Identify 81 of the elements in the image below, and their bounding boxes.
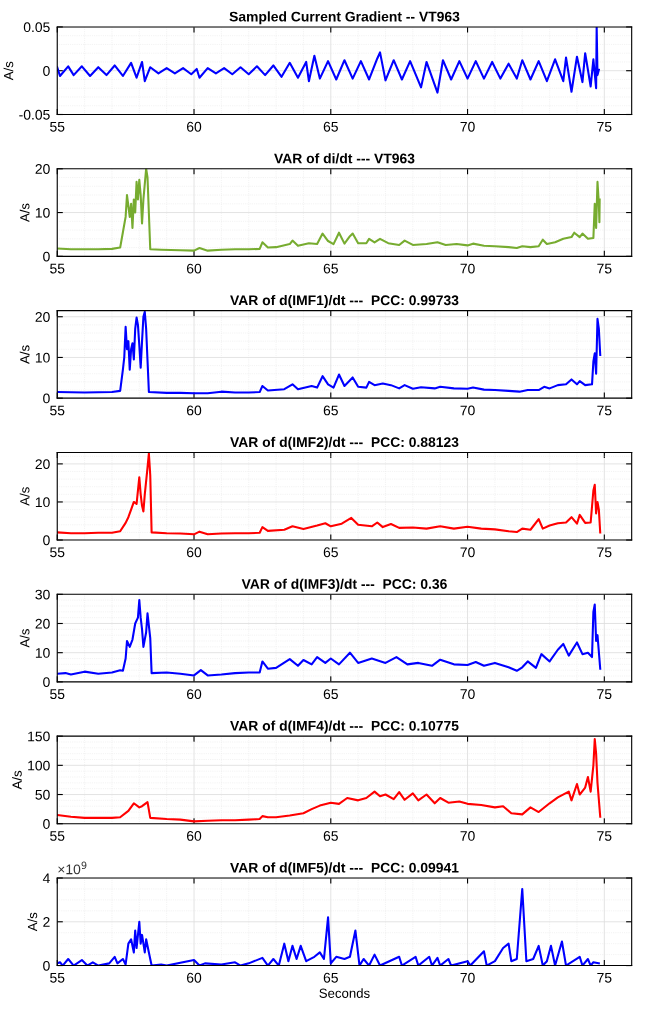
x-tick-label: 60 (187, 263, 202, 274)
line-series (57, 887, 600, 966)
x-tick-label: 70 (460, 547, 475, 558)
x-tick-label: 65 (323, 831, 338, 841)
x-tick-label: 55 (50, 121, 65, 132)
x-tick-label: 65 (323, 689, 338, 700)
chart-title: VAR of d(IMF5)/dt --- PCC: 0.09941 (230, 862, 459, 876)
y-tick-label: 10 (35, 648, 50, 658)
y-tick-label: 150 (28, 731, 50, 742)
x-tick-label: 75 (597, 547, 612, 558)
y-tick-label: 10 (35, 352, 50, 363)
y-tick-label: 30 (35, 589, 50, 600)
line-series (57, 452, 602, 536)
y-tick-label: 10 (35, 497, 50, 508)
y-tick-label: 20 (35, 164, 50, 174)
x-tick-label: 55 (50, 973, 65, 983)
x-tick-label: 65 (323, 263, 338, 274)
y-tick-label: 0 (43, 960, 50, 971)
x-tick-label: 55 (50, 405, 65, 416)
x-tick-label: 65 (323, 121, 338, 132)
x-tick-label: 70 (460, 405, 475, 416)
y-axis-title: A/s (19, 203, 30, 223)
y-tick-label: 10 (35, 207, 50, 218)
y-tick-label: 0 (43, 535, 50, 546)
x-tick-label: 75 (597, 263, 612, 274)
y-axis-title: A/s (19, 487, 30, 506)
x-tick-label: 60 (187, 121, 202, 132)
y-tick-label: 50 (35, 789, 50, 800)
y-tick-label: 0 (43, 251, 50, 262)
x-tick-label: 60 (187, 405, 202, 416)
y-axis-title: A/s (3, 61, 14, 81)
x-axis-title: Seconds (319, 988, 370, 998)
chart-title: Sampled Current Gradient -- VT963 (229, 11, 460, 25)
x-tick-label: 75 (597, 973, 612, 983)
chart-title: VAR of d(IMF4)/dt --- PCC: 0.10775 (230, 720, 459, 734)
x-tick-label: 75 (597, 831, 612, 841)
y-tick-label: 2 (43, 917, 50, 927)
x-tick-label: 70 (460, 972, 475, 983)
x-tick-label: 65 (323, 547, 338, 558)
y-tick-label: 4 (42, 873, 50, 884)
y-tick-label: 0.05 (23, 22, 50, 33)
y-tick-label: 20 (35, 618, 50, 629)
line-series (57, 26, 600, 94)
y-tick-label: 20 (35, 312, 50, 322)
x-tick-label: 55 (50, 831, 65, 841)
line-series (57, 168, 601, 252)
x-tick-label: 65 (323, 405, 338, 416)
y-tick-label: -0.05 (19, 109, 50, 120)
x-tick-label: 70 (460, 263, 475, 274)
y-tick-label: 0 (43, 393, 50, 404)
y-axis-title: A/s (27, 912, 38, 932)
y-tick-label: 20 (35, 459, 50, 470)
y-tick-label: 0 (43, 819, 50, 829)
x-tick-label: 60 (187, 689, 202, 700)
chart-title: VAR of d(IMF2)/dt --- PCC: 0.88123 (230, 436, 459, 450)
x-tick-label: 70 (460, 689, 475, 700)
y-axis-title: A/s (19, 629, 30, 648)
x-tick-label: 55 (50, 263, 65, 274)
line-series (57, 599, 602, 677)
x-tick-label: 55 (50, 547, 65, 558)
text: ×10$^{9}$ (58, 861, 87, 875)
x-tick-label: 75 (597, 121, 612, 132)
x-tick-label: 75 (597, 689, 612, 700)
y-axis-title: A/s (19, 345, 30, 364)
line-series (57, 310, 602, 395)
y-axis-title: A/s (12, 770, 22, 790)
x-tick-label: 70 (460, 121, 475, 132)
x-tick-label: 70 (460, 831, 475, 841)
x-tick-label: 65 (323, 972, 338, 983)
y-tick-label: 100 (28, 760, 50, 771)
chart-title: VAR of di/dt --- VT963 (274, 153, 415, 164)
x-tick-label: 60 (187, 547, 202, 558)
chart-title: VAR of d(IMF3)/dt --- PCC: 0.36 (241, 578, 447, 592)
y-tick-label: 0 (43, 677, 50, 688)
line-series (57, 738, 602, 823)
x-tick-label: 75 (597, 405, 612, 416)
y-tick-label: 0 (43, 66, 50, 76)
x-tick-label: 60 (187, 972, 202, 983)
x-tick-label: 60 (187, 831, 202, 841)
chart-title: VAR of d(IMF1)/dt --- PCC: 0.99733 (230, 295, 459, 308)
x-tick-label: 55 (50, 689, 65, 700)
